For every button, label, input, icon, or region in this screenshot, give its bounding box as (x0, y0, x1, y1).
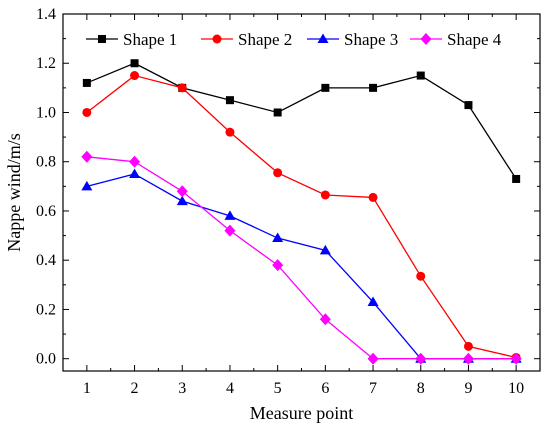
data-point (368, 192, 378, 202)
data-point (367, 352, 379, 365)
data-point (176, 185, 188, 198)
x-tick-label: 7 (369, 380, 377, 397)
x-tick-label: 3 (178, 380, 186, 397)
legend-marker (212, 34, 222, 44)
x-tick-label: 4 (226, 380, 234, 397)
data-point (177, 83, 187, 93)
data-point (225, 96, 234, 105)
data-point (225, 127, 235, 137)
y-axis-label: Nappe wind/m/s (4, 133, 24, 252)
series-4 (81, 150, 522, 365)
data-point (273, 168, 283, 178)
series-line (86, 74, 517, 359)
legend-item: Shape 4 (410, 30, 502, 49)
legend-item: Shape 3 (307, 30, 398, 49)
data-point (320, 190, 330, 200)
data-point (272, 259, 284, 272)
data-point (510, 352, 522, 365)
legend-item: Shape 2 (201, 30, 292, 49)
data-point (462, 352, 474, 365)
y-tick-label: 1.0 (36, 104, 56, 121)
x-tick-label: 8 (417, 380, 425, 397)
series-2 (82, 71, 521, 362)
data-point (321, 83, 330, 92)
data-point (369, 83, 378, 92)
x-tick-label: 6 (321, 380, 329, 397)
legend-label: Shape 3 (344, 30, 398, 49)
data-point (463, 341, 473, 351)
data-point (319, 313, 331, 326)
data-point (224, 224, 236, 237)
axes-layer: 1 2 3 4 5 6 7 8 9 10 0.0 0.2 0.4 0.6 0.8 1.0 1.2 1.4 (36, 6, 540, 397)
series-line (86, 156, 517, 360)
x-tick-label: 5 (274, 380, 282, 397)
x-tick-label: 9 (464, 380, 472, 397)
data-point (82, 78, 91, 87)
data-point (81, 150, 93, 163)
data-point (130, 71, 140, 81)
y-tick-label: 0.6 (36, 203, 56, 220)
x-tick-label: 10 (508, 380, 524, 397)
y-tick-label: 0.8 (36, 154, 56, 171)
data-point (319, 244, 331, 255)
data-point (81, 180, 93, 191)
data-point (273, 108, 282, 117)
data-point (464, 101, 473, 110)
legend-item: Shape 1 (86, 30, 177, 49)
series-3 (81, 168, 522, 363)
y-tick-label: 0.4 (36, 252, 56, 269)
data-point (129, 168, 141, 179)
legend-label: Shape 2 (238, 30, 292, 49)
x-axis-label: Measure point (250, 403, 353, 423)
series-line (86, 173, 517, 360)
y-tick-label: 0.0 (36, 351, 56, 368)
legend: Shape 1 Shape 2 Shape 3 Shape 4 (86, 30, 502, 49)
legend-label: Shape 1 (123, 30, 177, 49)
plot-layer (81, 59, 522, 365)
series-line (86, 62, 517, 180)
x-tick-label: 2 (131, 380, 139, 397)
data-point (367, 296, 379, 307)
data-point (416, 271, 426, 281)
legend-marker (317, 33, 329, 43)
y-tick-label: 1.4 (36, 6, 56, 23)
data-point (224, 210, 236, 220)
x-tick-label: 1 (83, 380, 91, 397)
legend-label: Shape 4 (447, 30, 502, 49)
data-point (512, 174, 521, 183)
data-point (82, 107, 92, 117)
plot-frame (62, 13, 541, 372)
data-point (416, 71, 425, 80)
data-point (272, 232, 284, 243)
data-point (415, 352, 427, 365)
data-point (129, 155, 141, 168)
series-1 (82, 59, 521, 183)
data-point (130, 59, 139, 68)
data-point (176, 195, 188, 206)
legend-marker (98, 35, 106, 43)
y-tick-label: 1.2 (36, 55, 56, 72)
y-tick-label: 0.2 (36, 301, 56, 318)
legend-marker (420, 33, 432, 45)
